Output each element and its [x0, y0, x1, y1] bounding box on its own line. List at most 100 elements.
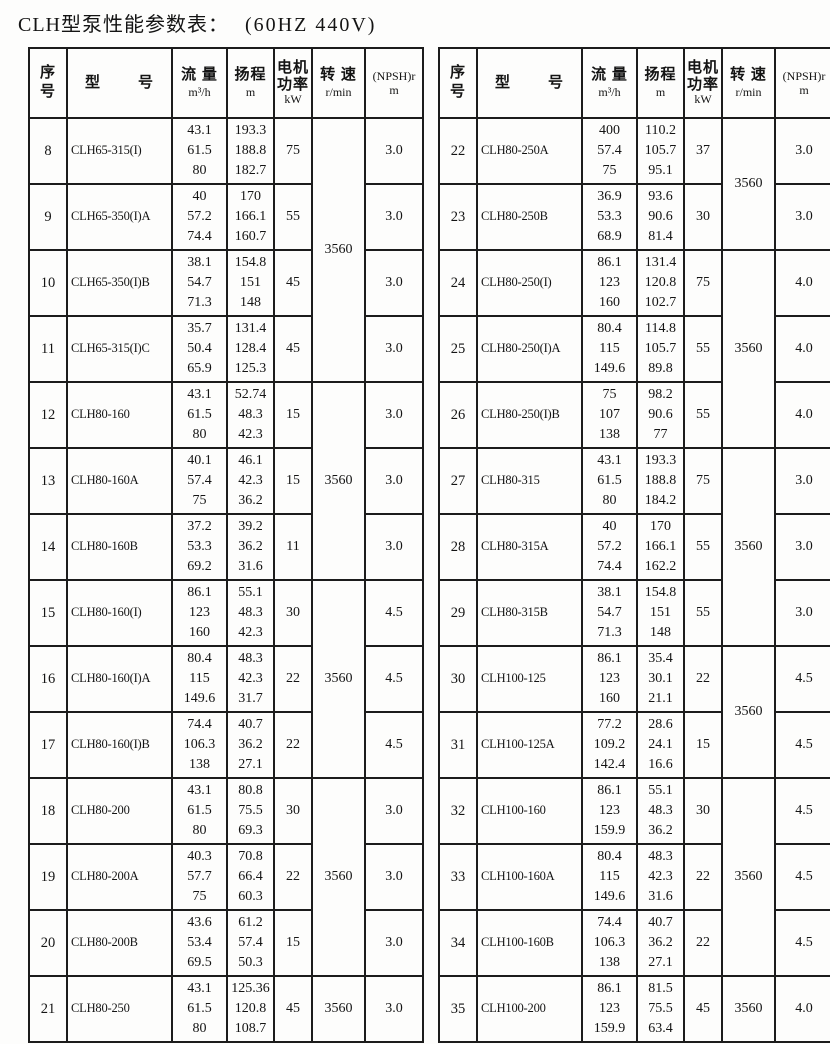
- motor-power-cell: 55: [683, 315, 723, 383]
- serial-number-cell: 24: [438, 249, 478, 317]
- npsh-cell: 4.5: [774, 777, 830, 845]
- motor-power-cell: 11: [273, 513, 313, 581]
- head-cell: 52.74 48.3 42.3: [226, 381, 275, 449]
- serial-number-cell: 31: [438, 711, 478, 779]
- npsh-cell: 3.0: [364, 117, 424, 185]
- npsh-cell: 4.0: [774, 315, 830, 383]
- flow-rate-cell: 40 57.2 74.4: [171, 183, 228, 251]
- serial-number-cell: 13: [28, 447, 68, 515]
- npsh-cell: 3.0: [364, 315, 424, 383]
- table-row: 21 CLH80-250 43.1 61.5 80 125.36 120.8 108.7 45 3…: [28, 975, 424, 1043]
- flow-rate-cell: 86.1 123 160: [581, 645, 638, 713]
- speed-cell: 3560: [311, 579, 366, 779]
- serial-number-cell: 18: [28, 777, 68, 845]
- serial-number-cell: 29: [438, 579, 478, 647]
- motor-power-cell: 75: [683, 249, 723, 317]
- motor-power-cell: 15: [273, 381, 313, 449]
- flow-rate-cell: 36.9 53.3 68.9: [581, 183, 638, 251]
- serial-number-cell: 20: [28, 909, 68, 977]
- serial-number-cell: 8: [28, 117, 68, 185]
- motor-power-cell: 75: [273, 117, 313, 185]
- flow-rate-cell: 40 57.2 74.4: [581, 513, 638, 581]
- page-title: CLH型泵性能参数表： (60HZ 440V): [18, 8, 830, 37]
- flow-rate-cell: 86.1 123 160: [581, 249, 638, 317]
- head-cell: 93.6 90.6 81.4: [636, 183, 685, 251]
- table-row: 23 CLH80-250B 36.9 53.3 68.9 93.6 90.6 81.4 30 3.…: [438, 183, 830, 251]
- table-row: 29 CLH80-315B 38.1 54.7 71.3 154.8 151 148 55 3.0: [438, 579, 830, 647]
- head-cell: 40.7 36.2 27.1: [636, 909, 685, 977]
- table-row: 26 CLH80-250(I)B 75 107 138 98.2 90.6 77 55 4.0: [438, 381, 830, 449]
- header-speed: 转 速 r/min: [721, 47, 776, 119]
- npsh-cell: 3.0: [364, 909, 424, 977]
- npsh-cell: 4.5: [774, 711, 830, 779]
- head-cell: 46.1 42.3 36.2: [226, 447, 275, 515]
- header-npsh: (NPSH)r m: [774, 47, 830, 119]
- motor-power-cell: 75: [683, 447, 723, 515]
- header-npsh: (NPSH)r m: [364, 47, 424, 119]
- table-row: 22 CLH80-250A 400 57.4 75 110.2 105.7 95.1 37 356…: [438, 117, 830, 251]
- model-cell: CLH65-350(I)B: [66, 249, 173, 317]
- table-row: 32 CLH100-160 86.1 123 159.9 55.1 48.3 36.2 30 35…: [438, 777, 830, 977]
- model-cell: CLH80-250(I): [476, 249, 583, 317]
- head-cell: 55.1 48.3 42.3: [226, 579, 275, 647]
- header-index: 序号: [28, 47, 68, 119]
- speed-cell: 3560: [311, 117, 366, 383]
- motor-power-cell: 22: [683, 843, 723, 911]
- serial-number-cell: 16: [28, 645, 68, 713]
- flow-rate-cell: 43.1 61.5 80: [581, 447, 638, 515]
- motor-power-cell: 37: [683, 117, 723, 185]
- head-cell: 170 166.1 160.7: [226, 183, 275, 251]
- model-cell: CLH80-200: [66, 777, 173, 845]
- flow-rate-cell: 400 57.4 75: [581, 117, 638, 185]
- flow-rate-cell: 86.1 123 160: [171, 579, 228, 647]
- flow-rate-cell: 38.1 54.7 71.3: [171, 249, 228, 317]
- motor-power-cell: 45: [273, 975, 313, 1043]
- header-index: 序号: [438, 47, 478, 119]
- flow-rate-cell: 80.4 115 149.6: [581, 315, 638, 383]
- speed-cell: 3560: [311, 975, 366, 1043]
- serial-number-cell: 11: [28, 315, 68, 383]
- npsh-cell: 4.5: [364, 711, 424, 779]
- table-row: 34 CLH100-160B 74.4 106.3 138 40.7 36.2 27.1 22 4…: [438, 909, 830, 977]
- model-cell: CLH80-160(I): [66, 579, 173, 647]
- speed-cell: 3560: [311, 381, 366, 581]
- npsh-cell: 3.0: [774, 513, 830, 581]
- pump-table-left: 序号型号流 量 m³/h 扬程 m 电机 功率 kW 转 速 r/min (NPSH)r m 8 CL…: [28, 47, 424, 1043]
- flow-rate-cell: 37.2 53.3 69.2: [171, 513, 228, 581]
- head-cell: 154.8 151 148: [636, 579, 685, 647]
- model-cell: CLH100-160: [476, 777, 583, 845]
- serial-number-cell: 35: [438, 975, 478, 1043]
- table-row: 13 CLH80-160A 40.1 57.4 75 46.1 42.3 36.2 15 3.0: [28, 447, 424, 515]
- header-row: 序号型号流 量 m³/h 扬程 m 电机 功率 kW 转 速 r/min (NPSH)r m: [438, 47, 830, 119]
- flow-rate-cell: 75 107 138: [581, 381, 638, 449]
- head-cell: 55.1 48.3 36.2: [636, 777, 685, 845]
- serial-number-cell: 9: [28, 183, 68, 251]
- head-cell: 98.2 90.6 77: [636, 381, 685, 449]
- motor-power-cell: 15: [273, 447, 313, 515]
- table-row: 28 CLH80-315A 40 57.2 74.4 170 166.1 162.2 55 3.0: [438, 513, 830, 581]
- npsh-cell: 4.5: [774, 843, 830, 911]
- flow-rate-cell: 43.1 61.5 80: [171, 975, 228, 1043]
- npsh-cell: 4.0: [774, 975, 830, 1043]
- table-row: 8 CLH65-315(I) 43.1 61.5 80 193.3 188.8 182.7 75…: [28, 117, 424, 383]
- header-model: 型号: [476, 47, 583, 119]
- speed-cell: 3560: [721, 645, 776, 779]
- serial-number-cell: 33: [438, 843, 478, 911]
- head-cell: 80.8 75.5 69.3: [226, 777, 275, 845]
- table-row: 11 CLH65-315(I)C 35.7 50.4 65.9 131.4 128.4 125…: [28, 315, 424, 383]
- flow-rate-cell: 86.1 123 159.9: [581, 777, 638, 845]
- table-row: 24 CLH80-250(I) 86.1 123 160 131.4 120.8 102.7 7…: [438, 249, 830, 449]
- motor-power-cell: 22: [273, 645, 313, 713]
- table-row: 30 CLH100-125 86.1 123 160 35.4 30.1 21.1 22 3560…: [438, 645, 830, 779]
- flow-rate-cell: 43.1 61.5 80: [171, 117, 228, 185]
- pump-table-right: 序号型号流 量 m³/h 扬程 m 电机 功率 kW 转 速 r/min (NPSH)r m 22 C…: [438, 47, 830, 1043]
- serial-number-cell: 15: [28, 579, 68, 647]
- model-cell: CLH65-350(I)A: [66, 183, 173, 251]
- head-cell: 170 166.1 162.2: [636, 513, 685, 581]
- head-cell: 28.6 24.1 16.6: [636, 711, 685, 779]
- table-row: 18 CLH80-200 43.1 61.5 80 80.8 75.5 69.3 30 3560 3…: [28, 777, 424, 977]
- serial-number-cell: 27: [438, 447, 478, 515]
- model-cell: CLH80-200B: [66, 909, 173, 977]
- model-cell: CLH100-125: [476, 645, 583, 713]
- head-cell: 114.8 105.7 89.8: [636, 315, 685, 383]
